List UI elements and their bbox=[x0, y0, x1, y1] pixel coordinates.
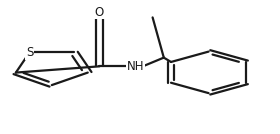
Text: NH: NH bbox=[127, 60, 144, 73]
Text: O: O bbox=[95, 5, 104, 19]
Text: S: S bbox=[26, 46, 33, 59]
